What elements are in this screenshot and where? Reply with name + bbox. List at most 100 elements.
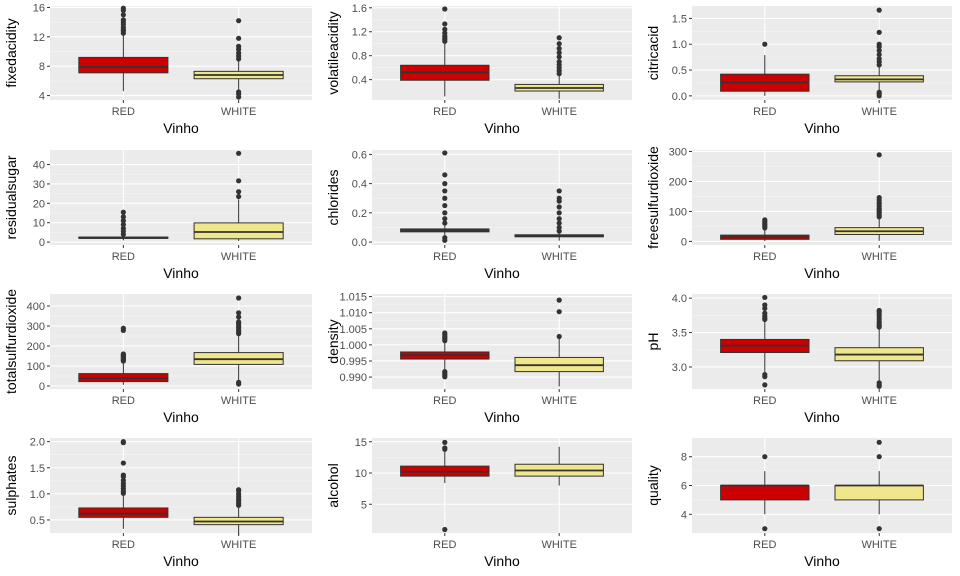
x-tick-label-red: RED	[753, 106, 776, 118]
outlier-point	[442, 195, 448, 201]
outlier-point	[876, 526, 882, 532]
outlier-point	[556, 59, 562, 65]
outlier-point	[876, 439, 882, 445]
y-tick-label: 0	[39, 381, 45, 393]
outlier-point	[556, 220, 562, 226]
y-tick-label: 4.0	[672, 293, 687, 305]
outlier-point	[236, 50, 242, 56]
y-tick-label: 1.015	[339, 292, 367, 304]
x-axis-title: Vinho	[804, 265, 840, 281]
outlier-point	[120, 5, 126, 11]
y-tick-label: 200	[669, 176, 687, 188]
x-axis-title: Vinho	[163, 553, 199, 569]
y-tick-label: 30	[33, 179, 45, 191]
y-tick-label: 1.5	[672, 13, 687, 25]
box-red	[720, 217, 810, 242]
y-tick-label: 8	[39, 61, 45, 73]
x-axis-title: Vinho	[163, 265, 199, 281]
outlier-point	[556, 188, 562, 194]
x-axis-title: Vinho	[484, 265, 520, 281]
panel-density: 0.990 0.995 1.000 1.005 1.010 1.015 RED WHITE Vi…	[325, 292, 632, 425]
outlier-point	[236, 178, 242, 184]
y-tick-label: 0.0	[352, 237, 367, 249]
x-tick-label-red: RED	[753, 251, 776, 263]
box-white	[193, 18, 284, 100]
outlier-point	[442, 330, 448, 336]
outlier-point	[876, 51, 882, 58]
y-tick-label: 0.5	[672, 65, 687, 77]
y-tick-label: 0.4	[352, 179, 367, 191]
x-axis-title: Vinho	[484, 409, 520, 425]
y-tick-label: 1.5	[30, 463, 45, 475]
x-tick-label-red: RED	[753, 395, 776, 407]
y-tick-label: 0.6	[352, 149, 367, 161]
iqr-box	[193, 222, 284, 240]
box-white	[834, 307, 924, 389]
panel-quality: 4 6 8 RED WHITE Vinho quality	[645, 438, 952, 569]
x-tick-label-white: WHITE	[541, 106, 576, 118]
x-tick-label-white: WHITE	[541, 539, 576, 551]
outlier-point	[236, 35, 242, 41]
outlier-point	[120, 218, 126, 224]
y-tick-label: 1.2	[352, 27, 367, 39]
outlier-point	[876, 7, 882, 13]
outlier-point	[556, 195, 562, 201]
x-tick-label-red: RED	[433, 251, 456, 263]
outlier-point	[556, 54, 562, 60]
panel-background	[372, 438, 632, 533]
y-tick-label: 10	[33, 218, 45, 230]
outlier-point	[236, 189, 242, 195]
outlier-point	[556, 224, 562, 231]
box-red	[78, 5, 169, 92]
outlier-point	[876, 47, 882, 54]
x-tick-label-red: RED	[112, 106, 135, 118]
outlier-point	[762, 310, 768, 316]
x-axis-title: Vinho	[163, 409, 199, 425]
x-tick-label-white: WHITE	[541, 251, 576, 263]
y-axis-title: fixedacidity	[3, 18, 19, 87]
y-tick-label: 300	[669, 146, 687, 158]
y-tick-label: 4	[681, 509, 687, 521]
outlier-point	[120, 472, 126, 478]
panel-freesulfurdioxide: 0 100 200 300 RED WHITE Vinho freesulfurdioxide	[645, 146, 952, 281]
y-axis-title: chlorides	[325, 169, 341, 225]
box-red	[400, 330, 490, 380]
outlier-point	[556, 228, 562, 234]
box-white	[514, 297, 604, 387]
outlier-point	[556, 45, 562, 52]
y-tick-label: 6	[681, 481, 687, 493]
outlier-point	[236, 193, 242, 200]
y-tick-label: 400	[27, 301, 45, 313]
y-axis-title: citricacid	[645, 26, 661, 80]
y-tick-label: 3.5	[672, 328, 687, 340]
y-axis-title: quality	[645, 465, 661, 505]
x-tick-label-white: WHITE	[541, 395, 576, 407]
y-tick-label: 200	[27, 341, 45, 353]
outlier-point	[236, 89, 242, 95]
outlier-point	[120, 439, 126, 445]
box-white	[834, 439, 924, 532]
outlier-point	[120, 214, 126, 220]
x-axis-title: Vinho	[804, 120, 840, 136]
outlier-point	[442, 30, 448, 36]
outlier-point	[876, 454, 882, 460]
outlier-point	[120, 12, 126, 18]
iqr-box	[78, 507, 169, 518]
outlier-point	[442, 172, 448, 178]
box-red	[78, 439, 169, 529]
y-tick-label: 1.010	[339, 308, 367, 320]
y-tick-label: 100	[27, 361, 45, 373]
box-red	[720, 294, 810, 388]
x-tick-label-white: WHITE	[221, 106, 256, 118]
outlier-point	[236, 379, 242, 385]
outlier-point	[236, 314, 242, 320]
y-tick-label: 20	[33, 198, 45, 210]
outlier-point	[556, 41, 562, 47]
y-tick-label: 0	[681, 236, 687, 248]
y-axis-title: pH	[645, 333, 661, 351]
outlier-point	[762, 382, 768, 388]
outlier-point	[120, 477, 126, 483]
x-axis-title: Vinho	[484, 120, 520, 136]
panel-residualsugar: 0 10 20 30 40 RED WHITE Vinho residualsugar	[3, 150, 312, 281]
box-red	[720, 454, 810, 532]
